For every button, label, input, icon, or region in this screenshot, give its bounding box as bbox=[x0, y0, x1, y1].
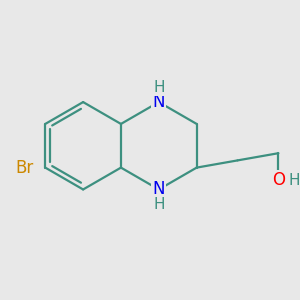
Text: H: H bbox=[288, 173, 300, 188]
Text: Br: Br bbox=[15, 159, 33, 177]
Text: N: N bbox=[152, 93, 165, 111]
Text: H: H bbox=[153, 196, 164, 211]
Text: H: H bbox=[153, 80, 164, 95]
Text: N: N bbox=[152, 181, 165, 199]
Text: O: O bbox=[272, 171, 285, 189]
